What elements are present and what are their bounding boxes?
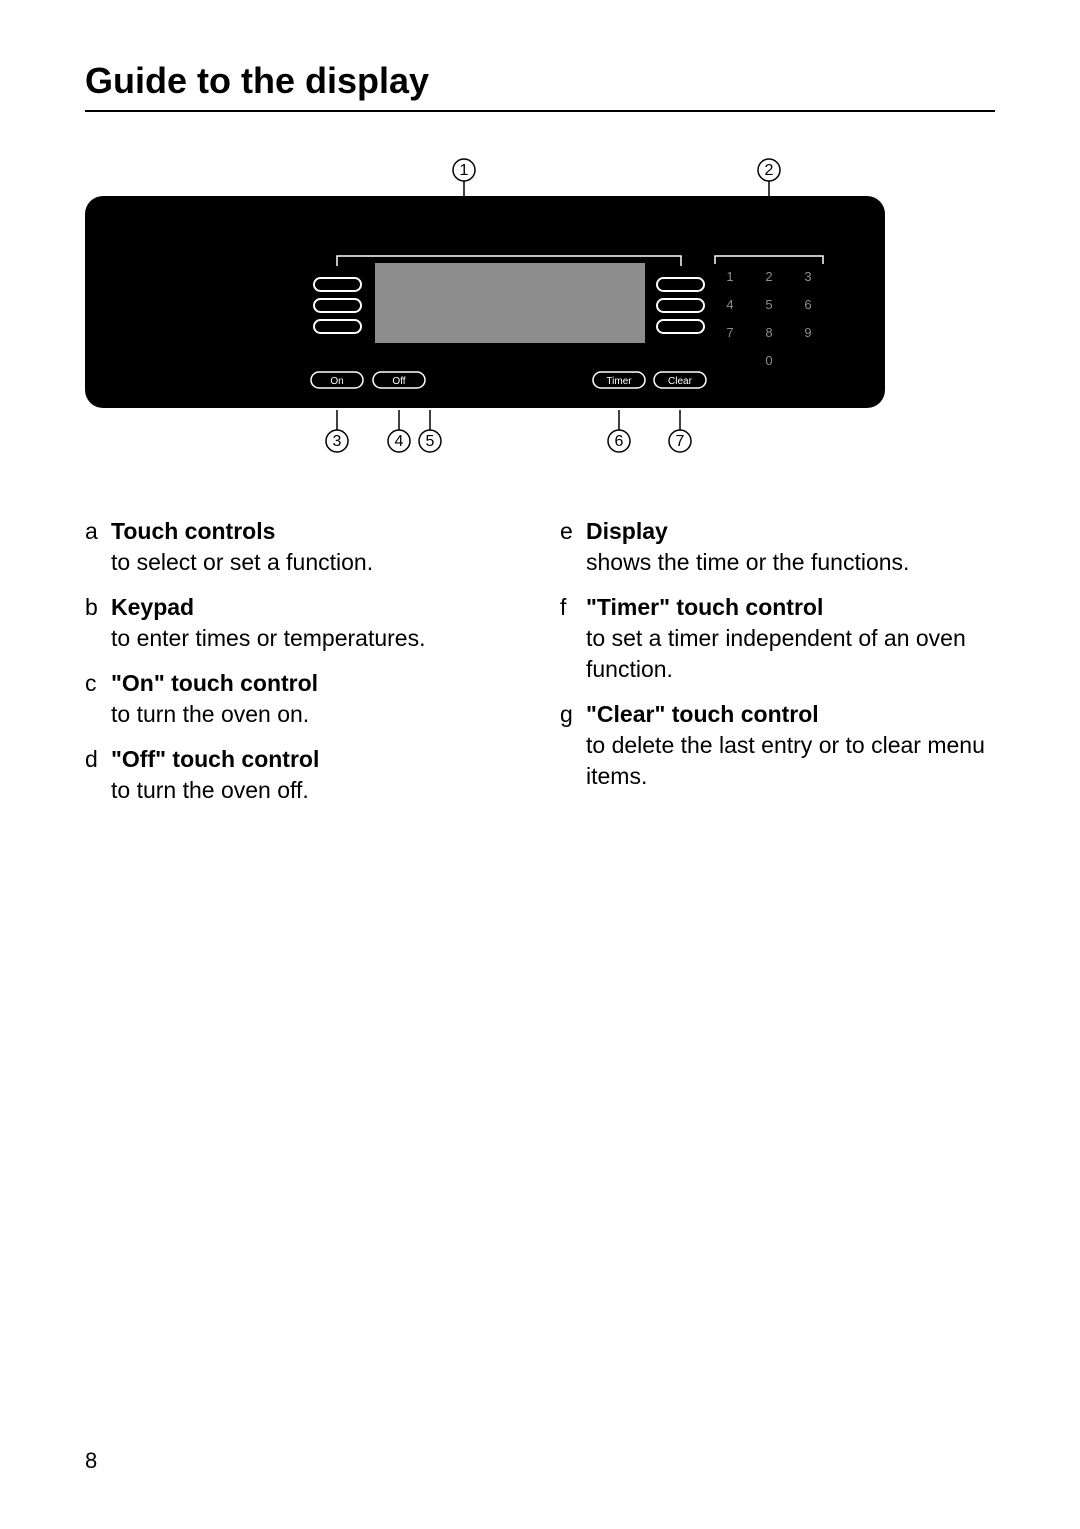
desc-body: to select or set a function. [111, 549, 373, 575]
desc-title: Display [586, 518, 668, 544]
desc-letter: a [85, 516, 111, 578]
desc-body: to enter times or temperatures. [111, 625, 425, 651]
desc-item-a: a Touch controls to select or set a func… [85, 516, 520, 578]
svg-text:7: 7 [676, 433, 685, 450]
callout-6: 6 [608, 410, 630, 452]
display-screen [375, 263, 645, 343]
desc-title: Keypad [111, 594, 194, 620]
desc-title: "Off" touch control [111, 746, 319, 772]
desc-item-g: g "Clear" touch control to delete the la… [560, 699, 995, 792]
desc-letter: e [560, 516, 586, 578]
callout-4: 4 [388, 410, 410, 452]
svg-text:4: 4 [395, 433, 404, 450]
keypad-6: 6 [804, 297, 811, 312]
svg-text:On: On [330, 376, 343, 387]
desc-body: to turn the oven off. [111, 777, 309, 803]
desc-body: to set a timer independent of an oven fu… [586, 625, 966, 682]
svg-text:Off: Off [392, 376, 405, 387]
keypad-2: 2 [765, 269, 772, 284]
descriptions: a Touch controls to select or set a func… [85, 516, 995, 820]
desc-item-f: f "Timer" touch control to set a timer i… [560, 592, 995, 685]
desc-item-e: e Display shows the time or the function… [560, 516, 995, 578]
keypad-8: 8 [765, 325, 772, 340]
title-rule [85, 110, 995, 112]
desc-body: to turn the oven on. [111, 701, 309, 727]
page-title: Guide to the display [85, 60, 995, 102]
desc-body: shows the time or the functions. [586, 549, 909, 575]
svg-text:Timer: Timer [606, 376, 632, 387]
keypad-7: 7 [726, 325, 733, 340]
desc-title: Touch controls [111, 518, 275, 544]
svg-text:2: 2 [765, 162, 774, 179]
desc-body: to delete the last entry or to clear men… [586, 732, 985, 789]
svg-text:1: 1 [460, 162, 469, 179]
desc-letter: d [85, 744, 111, 806]
desc-item-d: d "Off" touch control to turn the oven o… [85, 744, 520, 806]
desc-title: "Clear" touch control [586, 701, 819, 727]
desc-letter: c [85, 668, 111, 730]
svg-text:3: 3 [333, 433, 342, 450]
desc-title: "On" touch control [111, 670, 318, 696]
keypad-5: 5 [765, 297, 772, 312]
desc-title: "Timer" touch control [586, 594, 823, 620]
keypad-9: 9 [804, 325, 811, 340]
callout-3: 3 [326, 410, 348, 452]
keypad-0: 0 [765, 353, 772, 368]
page-number: 8 [85, 1448, 97, 1474]
callout-5: 5 [419, 410, 441, 452]
keypad-3: 3 [804, 269, 811, 284]
svg-text:6: 6 [615, 433, 624, 450]
svg-text:5: 5 [426, 433, 435, 450]
descriptions-col-right: e Display shows the time or the function… [560, 516, 995, 820]
descriptions-col-left: a Touch controls to select or set a func… [85, 516, 520, 820]
keypad-4: 4 [726, 297, 733, 312]
desc-letter: f [560, 592, 586, 685]
desc-letter: g [560, 699, 586, 792]
desc-letter: b [85, 592, 111, 654]
keypad-1: 1 [726, 269, 733, 284]
display-diagram-svg: 1 2 [85, 156, 995, 456]
desc-item-c: c "On" touch control to turn the oven on… [85, 668, 520, 730]
svg-text:Clear: Clear [668, 376, 693, 387]
desc-item-b: b Keypad to enter times or temperatures. [85, 592, 520, 654]
callout-7: 7 [669, 410, 691, 452]
display-diagram: 1 2 [85, 156, 995, 456]
